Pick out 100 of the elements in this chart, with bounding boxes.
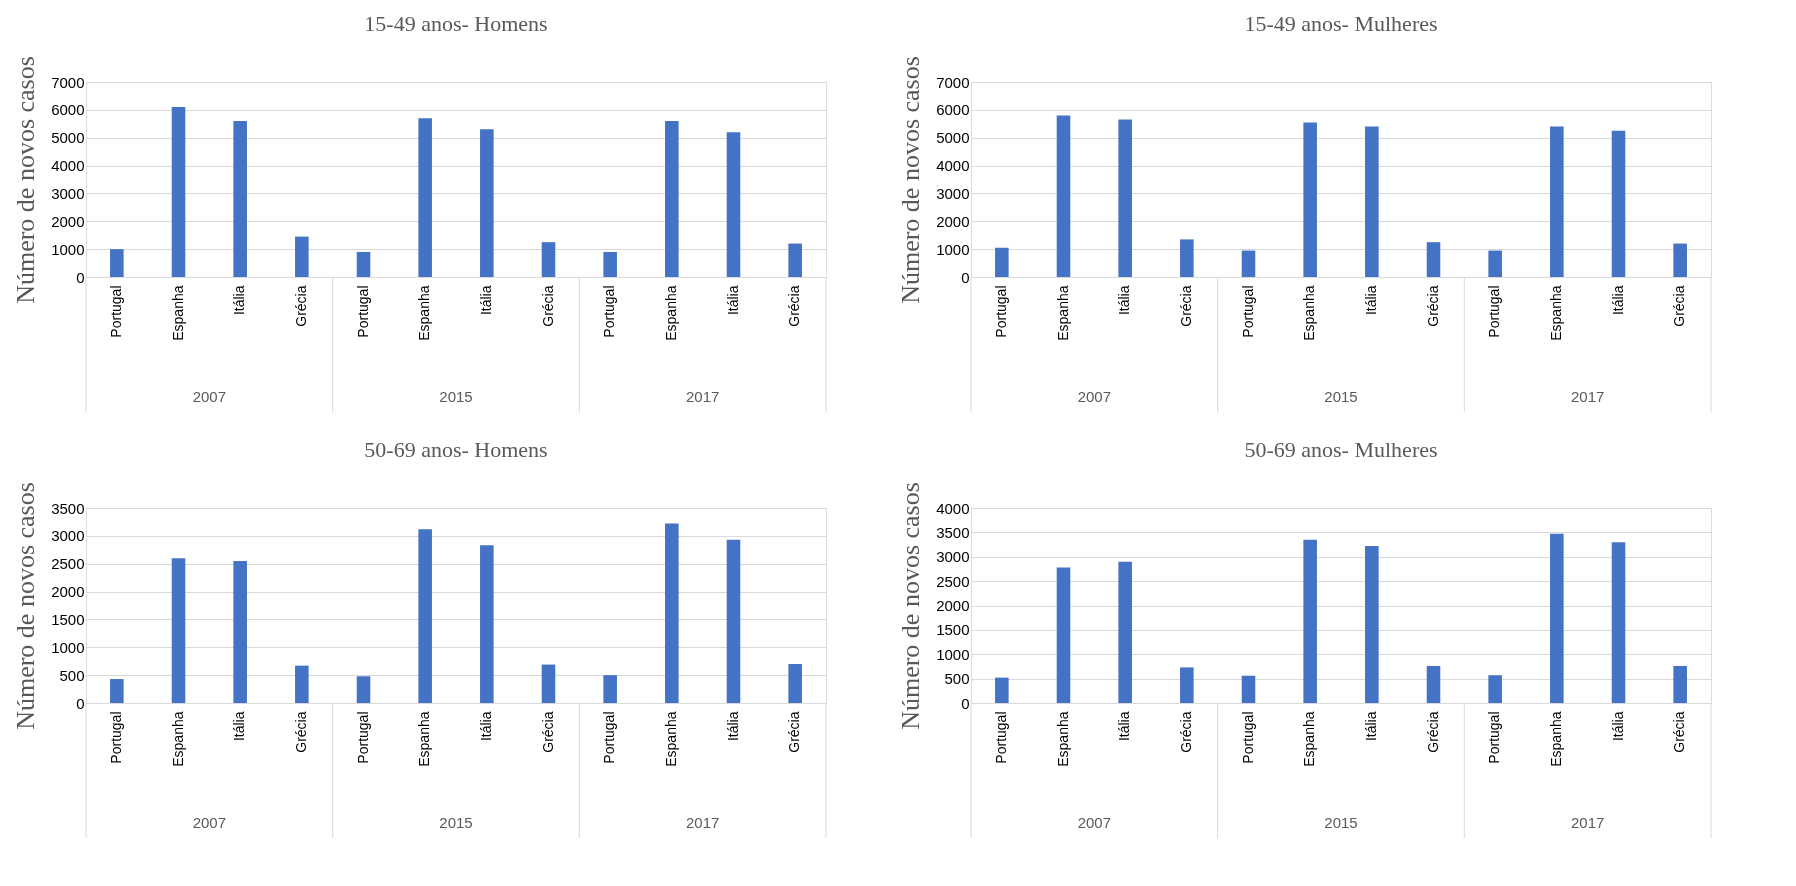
bar	[233, 121, 247, 277]
x-tick-label: Portugal	[992, 285, 1009, 338]
y-tick-label: 7000	[936, 73, 970, 91]
chart-title: 50-69 anos- Mulheres	[1244, 436, 1438, 462]
y-tick-label: 2000	[936, 212, 970, 230]
bar	[603, 675, 617, 703]
y-tick-label: 3000	[51, 527, 85, 545]
x-tick-label: Itália	[1609, 285, 1626, 316]
x-tick-label: Itália	[1362, 285, 1379, 316]
x-tick-label: Itália	[724, 285, 741, 316]
bar	[1118, 561, 1132, 703]
text: 2015	[1324, 814, 1358, 831]
y-tick-label: 500	[944, 670, 970, 688]
y-axis-title: Número de novos casos	[896, 56, 926, 304]
x-tick-label: Espanha	[1547, 711, 1564, 767]
x-tick-label: Espanha	[662, 285, 679, 341]
x-tick-label: Portugal	[1486, 285, 1503, 338]
x-tick-label: Itália	[231, 285, 248, 316]
bar	[480, 545, 494, 703]
y-tick-label: 500	[59, 666, 85, 684]
x-tick-label: Grécia	[786, 285, 803, 327]
x-tick-label: Portugal	[354, 285, 371, 338]
x-tick-label: Portugal	[1239, 285, 1256, 338]
bar	[995, 677, 1009, 703]
bar	[788, 243, 802, 277]
text: 2015	[1324, 388, 1358, 405]
y-axis-title: Número de novos casos	[896, 482, 926, 730]
bar	[1673, 243, 1687, 277]
y-tick-label: 6000	[51, 101, 85, 119]
y-tick-label: 0	[76, 694, 85, 712]
bar	[665, 121, 679, 277]
bar	[295, 665, 309, 703]
bar	[603, 251, 617, 277]
y-tick-label: 5000	[936, 129, 970, 147]
y-tick-label: 1000	[936, 240, 970, 258]
y-tick-label: 0	[961, 694, 970, 712]
bar	[480, 129, 494, 277]
text: 2007	[1077, 388, 1112, 405]
x-tick-label: Itália	[1116, 711, 1133, 742]
bar	[171, 107, 186, 277]
text: 2007	[1077, 814, 1112, 831]
bar	[171, 558, 186, 703]
x-tick-label: Portugal	[601, 285, 618, 338]
x-tick-label: Portugal	[1486, 711, 1503, 764]
bar	[295, 236, 309, 277]
x-tick-label: Itália	[1609, 711, 1626, 742]
bar	[1241, 250, 1256, 277]
x-tick-label: Itália	[724, 711, 741, 742]
bar	[788, 664, 802, 703]
bar	[1488, 675, 1502, 703]
x-tick-label: Grécia	[1424, 711, 1441, 753]
bar	[1426, 242, 1441, 277]
x-tick-label: Grécia	[1177, 711, 1194, 753]
bar	[233, 560, 247, 703]
bar	[1426, 665, 1441, 703]
bar	[1488, 250, 1502, 277]
bar	[110, 249, 124, 277]
bar	[726, 132, 741, 277]
bar	[418, 118, 432, 277]
bar	[1303, 122, 1317, 277]
x-tick-label: Itália	[1362, 711, 1379, 742]
y-tick-label: 6000	[936, 101, 970, 119]
text: 2017	[1570, 814, 1605, 831]
x-tick-label: Portugal	[354, 711, 371, 764]
x-tick-label: Portugal	[1239, 711, 1256, 764]
bar	[1241, 675, 1256, 703]
bar	[1303, 539, 1317, 703]
x-tick-label: Grécia	[1671, 285, 1688, 327]
chart-title: 15-49 anos- Homens	[364, 10, 548, 36]
x-tick-label: Grécia	[292, 711, 309, 753]
y-tick-label: 0	[961, 268, 970, 286]
y-tick-label: 2000	[51, 583, 85, 601]
text: 2017	[1570, 388, 1605, 405]
bar	[1365, 546, 1379, 703]
chart-title: 50-69 anos- Homens	[364, 436, 548, 462]
bar	[541, 242, 556, 277]
bar	[1056, 115, 1071, 277]
bar	[541, 664, 556, 703]
x-tick-label: Espanha	[1054, 711, 1071, 767]
y-tick-label: 3000	[936, 548, 970, 566]
bar	[1611, 542, 1626, 703]
y-tick-label: 4000	[936, 157, 970, 175]
x-tick-label: Grécia	[539, 711, 556, 753]
y-tick-label: 2000	[51, 212, 85, 230]
y-tick-label: 1000	[936, 645, 970, 663]
bar	[356, 676, 371, 703]
y-tick-label: 1000	[51, 240, 85, 258]
text: 2007	[192, 388, 227, 405]
bar	[1611, 130, 1626, 277]
bar	[110, 679, 124, 703]
x-tick-label: Grécia	[1424, 285, 1441, 327]
y-tick-label: 2000	[936, 597, 970, 614]
x-tick-label: Espanha	[662, 711, 679, 767]
y-tick-label: 3000	[51, 184, 85, 202]
y-tick-label: 1000	[51, 638, 85, 656]
y-tick-label: 1500	[51, 610, 85, 628]
y-tick-label: 4000	[51, 157, 85, 175]
y-tick-label: 3000	[936, 184, 970, 202]
x-tick-label: Portugal	[107, 285, 124, 338]
bar	[665, 523, 679, 703]
